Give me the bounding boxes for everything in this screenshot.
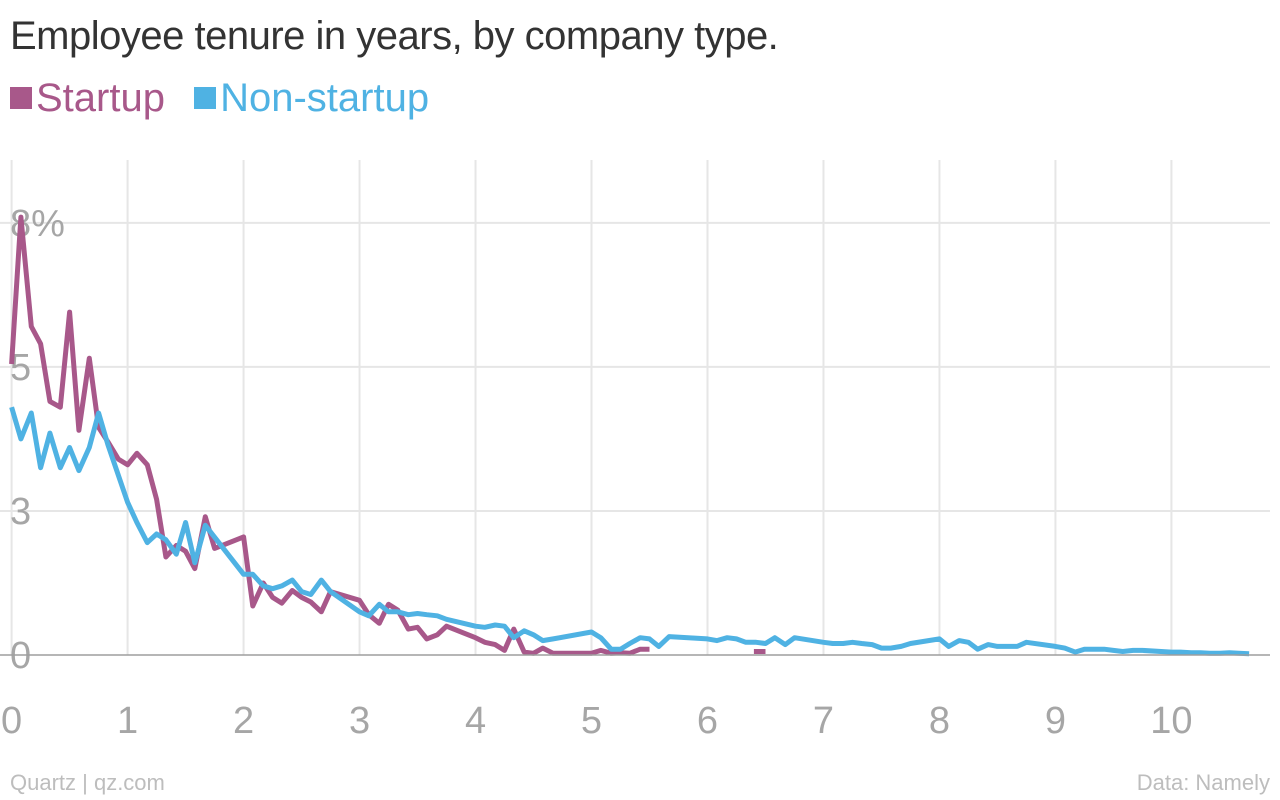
legend: Startup Non-startup xyxy=(10,76,447,121)
x-tick-label: 1 xyxy=(117,700,138,742)
x-tick-label: 8 xyxy=(929,700,950,742)
x-tick-label: 9 xyxy=(1045,700,1066,742)
chart-title: Employee tenure in years, by company typ… xyxy=(10,14,779,58)
y-tick-label: 0 xyxy=(10,635,31,677)
footer-credit: Quartz | qz.com xyxy=(10,770,165,795)
legend-label-non-startup: Non-startup xyxy=(220,76,430,120)
y-tick-label: 5 xyxy=(10,347,31,389)
x-tick-label: 0 xyxy=(1,700,22,742)
x-tick-label: 4 xyxy=(465,700,486,742)
legend-label-startup: Startup xyxy=(36,76,165,120)
x-tick-label: 3 xyxy=(349,700,370,742)
gridlines xyxy=(0,160,1270,655)
x-tick-label: 10 xyxy=(1150,700,1192,742)
legend-swatch-non-startup xyxy=(194,87,217,109)
footer-data-source: Data: Namely xyxy=(1136,770,1270,795)
series-line-non-startup xyxy=(9,406,1250,657)
legend-item-non-startup: Non-startup xyxy=(194,76,429,121)
y-tick-label: 3 xyxy=(10,491,31,533)
legend-item-startup: Startup xyxy=(10,76,165,121)
x-tick-label: 6 xyxy=(697,700,718,742)
x-axis-ticks: 0 1 2 3 4 5 6 7 8 9 10 xyxy=(1,700,1193,742)
x-tick-label: 7 xyxy=(813,700,834,742)
legend-swatch-startup xyxy=(10,87,32,109)
series-lines xyxy=(9,214,1250,657)
x-tick-label: 2 xyxy=(233,700,254,742)
x-tick-label: 5 xyxy=(581,700,602,742)
